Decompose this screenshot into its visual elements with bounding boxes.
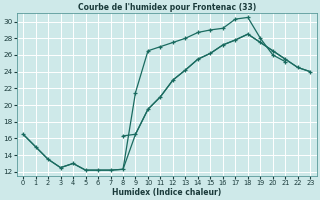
Title: Courbe de l'humidex pour Frontenac (33): Courbe de l'humidex pour Frontenac (33) [77, 3, 256, 12]
X-axis label: Humidex (Indice chaleur): Humidex (Indice chaleur) [112, 188, 221, 197]
